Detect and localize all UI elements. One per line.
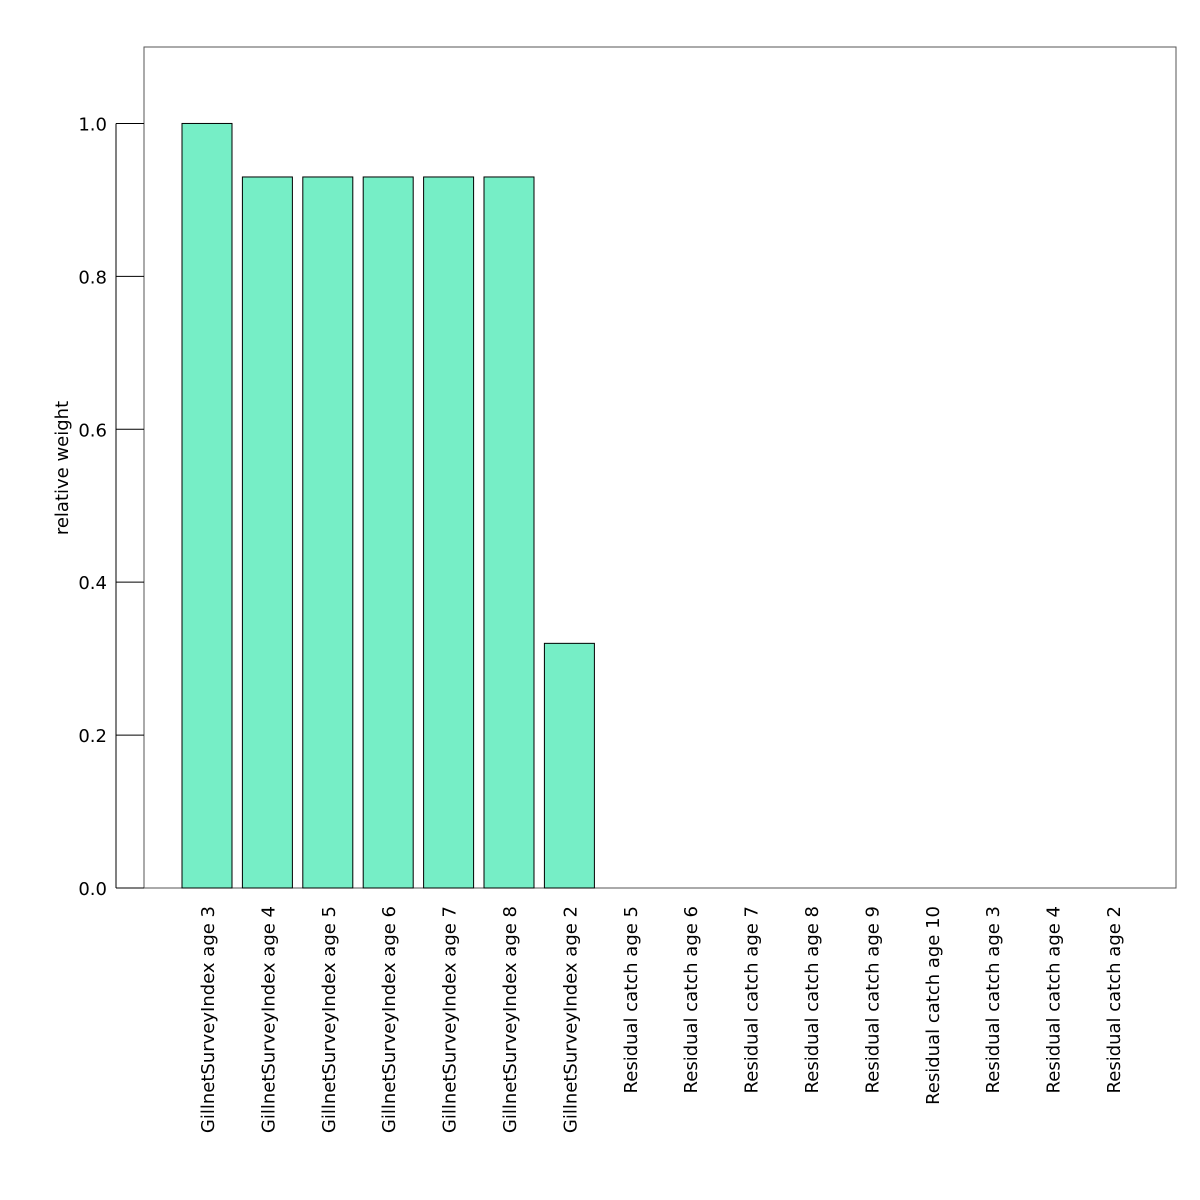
bar (241, 176, 293, 889)
x-tick-label: GillnetSurveyIndex age 2 (560, 906, 581, 1133)
bar (302, 176, 354, 889)
x-tick-label: Residual catch age 4 (1044, 906, 1065, 1093)
y-tick-label: 0.6 (78, 420, 107, 441)
plot-frame (143, 46, 1177, 889)
x-tick-label: GillnetSurveyIndex age 4 (258, 906, 279, 1133)
x-tick-label: Residual catch age 2 (1104, 906, 1125, 1093)
y-axis-title: relative weight (52, 401, 73, 535)
x-tick-label: GillnetSurveyIndex age 5 (319, 906, 340, 1133)
x-tick-label: GillnetSurveyIndex age 6 (379, 906, 400, 1133)
x-tick-label: Residual catch age 8 (802, 906, 823, 1093)
x-tick-label: Residual catch age 10 (923, 906, 944, 1105)
x-tick-label: Residual catch age 3 (983, 906, 1004, 1093)
bars (181, 122, 595, 889)
y-tick-label: 0.8 (78, 267, 107, 288)
y-tick-label: 0.4 (78, 573, 107, 594)
y-tick-label: 0.2 (78, 726, 107, 747)
x-axis-labels: GillnetSurveyIndex age 3 GillnetSurveyInd… (198, 906, 1125, 1133)
x-tick-label: GillnetSurveyIndex age 7 (440, 906, 461, 1133)
x-tick-label: GillnetSurveyIndex age 8 (500, 906, 521, 1133)
bar (483, 176, 535, 889)
bar (181, 122, 233, 889)
x-tick-label: Residual catch age 9 (862, 906, 883, 1093)
y-axis: 0.0 0.2 0.4 0.6 0.8 1.0 (78, 114, 144, 900)
bar (543, 642, 595, 889)
bar (423, 176, 475, 889)
x-tick-label: Residual catch age 7 (742, 906, 763, 1093)
y-tick-label: 0.0 (78, 879, 107, 900)
y-tick-label: 1.0 (78, 114, 107, 135)
x-tick-label: Residual catch age 5 (621, 906, 642, 1093)
bar (362, 176, 414, 889)
x-tick-label: Residual catch age 6 (681, 906, 702, 1093)
x-tick-label: GillnetSurveyIndex age 3 (198, 906, 219, 1133)
